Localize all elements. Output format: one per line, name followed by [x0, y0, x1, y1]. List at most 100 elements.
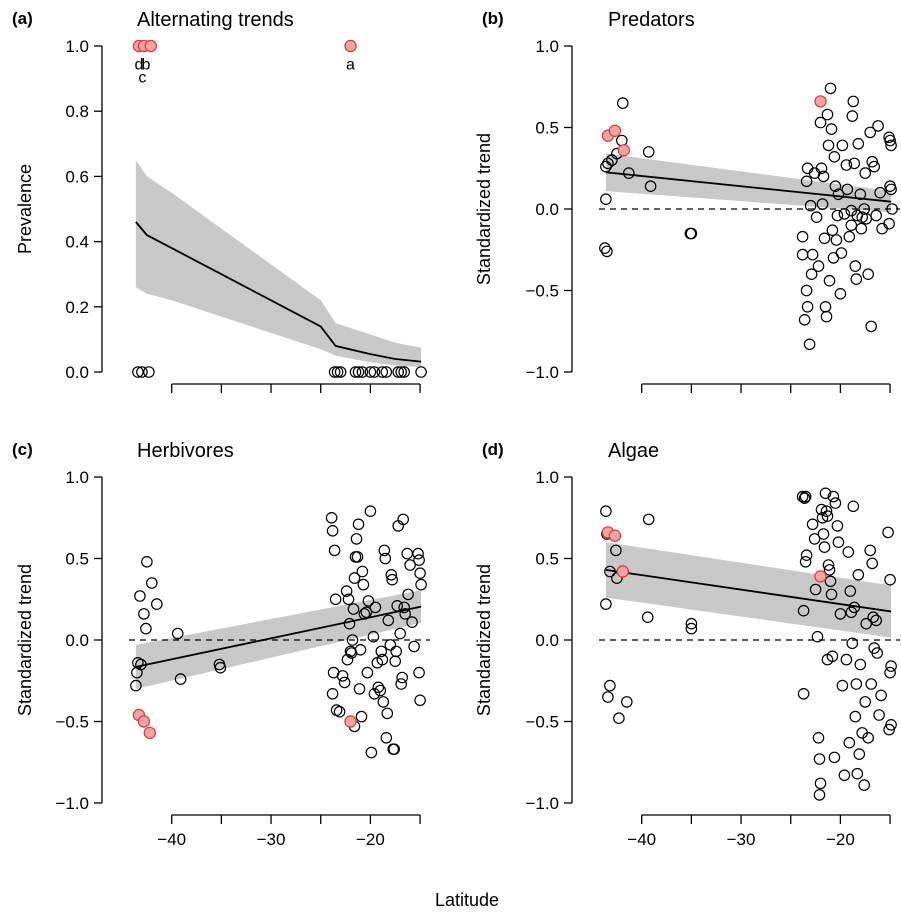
data-point — [602, 691, 614, 703]
panel-letter: (b) — [482, 9, 504, 28]
data-point — [644, 180, 657, 192]
data-point — [808, 533, 821, 545]
highlighted-data-point — [137, 715, 151, 728]
data-point — [622, 167, 635, 179]
data-point — [834, 608, 847, 620]
data-point — [401, 547, 413, 560]
data-point — [796, 248, 809, 261]
y-tick-label: 0.4 — [65, 233, 89, 252]
data-point — [384, 639, 397, 651]
data-point — [600, 505, 612, 517]
data-point — [871, 647, 883, 659]
data-point — [854, 188, 867, 201]
data-point — [599, 242, 611, 254]
data-point — [836, 139, 849, 152]
data-point — [136, 366, 148, 378]
fit-line — [135, 221, 422, 363]
data-point — [331, 366, 344, 378]
data-point — [812, 731, 825, 744]
data-point — [883, 217, 895, 230]
data-point — [825, 588, 838, 601]
data-point — [369, 601, 382, 614]
panel-b: (b) Predators −1.0 −0.5 0.0 0.5 1.0 Standardize… — [474, 9, 900, 393]
data-point — [377, 696, 390, 708]
panel-title: Alternating trends — [137, 9, 294, 31]
data-point — [826, 224, 839, 236]
data-point — [806, 248, 819, 261]
data-point — [372, 681, 385, 694]
data-point — [399, 608, 411, 620]
panel-title: Herbivores — [137, 440, 234, 462]
y-tick-label: −0.5 — [525, 282, 559, 301]
data-point — [832, 536, 845, 548]
data-point — [848, 601, 861, 614]
data-point — [860, 617, 872, 630]
highlighted-data-point — [143, 726, 156, 740]
highlighted-data-point — [617, 144, 631, 157]
data-point — [799, 490, 812, 503]
highlighted-data-point — [616, 565, 630, 578]
data-point — [849, 710, 862, 723]
y-tick-label: 1.0 — [535, 37, 559, 56]
data-point — [866, 155, 878, 168]
data-point — [843, 230, 856, 243]
data-point — [845, 219, 858, 232]
data-point — [815, 162, 828, 175]
data-point — [797, 687, 810, 700]
highlighted-data-point — [344, 715, 357, 728]
highlighted-data-point — [344, 39, 357, 53]
data-point — [867, 611, 879, 623]
y-tick-label: 0.0 — [535, 200, 559, 219]
data-point — [362, 595, 375, 607]
data-point — [397, 513, 409, 526]
data-point — [356, 366, 369, 378]
highlighted-data-point — [144, 39, 157, 53]
data-point — [843, 736, 856, 749]
data-point — [852, 568, 865, 581]
y-tick-label: 0.6 — [65, 167, 89, 186]
data-point — [365, 746, 378, 759]
data-point — [800, 175, 813, 188]
x-tick-label: −30 — [727, 830, 756, 849]
data-point — [353, 683, 366, 695]
data-point — [844, 585, 857, 597]
data-point — [334, 366, 347, 378]
data-point — [874, 186, 886, 199]
data-point — [846, 110, 859, 122]
data-point — [395, 366, 407, 378]
data-point — [860, 213, 872, 225]
data-point — [865, 320, 877, 333]
data-point — [801, 162, 814, 175]
y-tick-label: 1.0 — [535, 468, 559, 487]
data-point — [361, 666, 374, 679]
data-point — [326, 687, 339, 700]
data-point — [819, 487, 832, 500]
data-point — [882, 526, 894, 539]
data-point — [885, 139, 897, 152]
data-point — [886, 203, 898, 215]
data-point — [836, 679, 849, 692]
y-tick-label: −1.0 — [525, 363, 559, 382]
data-point — [884, 573, 896, 586]
data-point — [356, 565, 369, 578]
panel-title: Predators — [608, 9, 695, 31]
panel-letter: (d) — [482, 440, 504, 459]
data-point — [846, 637, 859, 650]
highlighted-data-point — [814, 570, 827, 583]
x-tick-label: −40 — [157, 830, 186, 849]
data-point — [380, 366, 393, 378]
data-point — [391, 599, 403, 612]
point-annotation: d — [134, 57, 143, 74]
data-point — [135, 658, 147, 671]
data-point — [328, 544, 341, 557]
data-point — [368, 366, 381, 378]
data-point — [395, 678, 407, 690]
data-point — [685, 622, 698, 635]
data-point — [825, 123, 838, 135]
data-point — [821, 653, 834, 666]
data-point — [140, 622, 152, 635]
data-point — [600, 160, 612, 173]
data-point — [847, 95, 860, 108]
data-point — [642, 513, 655, 526]
data-point — [820, 310, 833, 323]
